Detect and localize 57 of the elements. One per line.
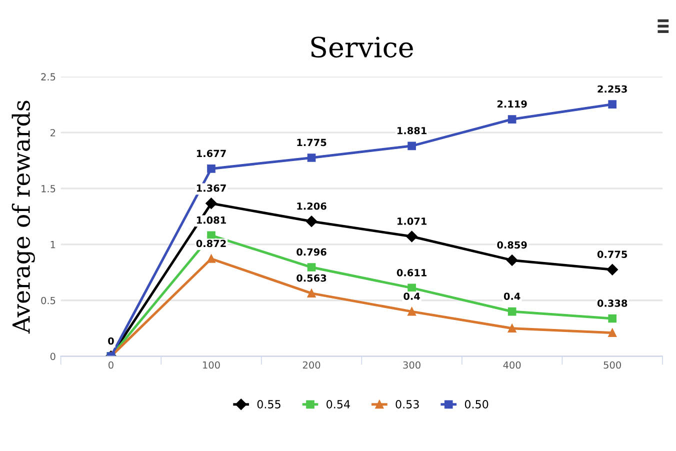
point <box>508 324 516 332</box>
x-tick-label: 0 <box>108 361 114 369</box>
y-tick-label: 2 <box>50 129 56 136</box>
data-label: 0.859 <box>497 241 527 249</box>
x-tick-label: 500 <box>604 361 621 369</box>
data-label: 0.611 <box>396 268 427 276</box>
data-label: 1.081 <box>196 216 226 224</box>
data-label: 1.071 <box>398 218 427 225</box>
point <box>307 154 316 162</box>
point <box>608 328 617 337</box>
chart-title: Service <box>311 36 413 58</box>
data-label: 1.677 <box>196 150 226 158</box>
data-label: 0.338 <box>597 300 628 307</box>
point <box>608 100 617 108</box>
point <box>207 164 216 173</box>
legend-label: 0.55 <box>257 400 280 408</box>
data-label: 0.796 <box>296 248 326 256</box>
data-label: 1.206 <box>297 202 326 210</box>
legend-label: 0.54 <box>326 400 350 408</box>
data-label: 2.119 <box>497 100 527 108</box>
data-label: 0.775 <box>597 250 628 258</box>
data-label: 1.775 <box>297 138 326 146</box>
x-tick-label: 400 <box>503 361 521 369</box>
y-tick-label: 1 <box>50 241 56 248</box>
data-label: 0.872 <box>196 240 226 248</box>
point <box>406 230 418 242</box>
data-label: 0.563 <box>296 274 326 282</box>
point <box>408 307 416 316</box>
data-label: 2.253 <box>598 85 627 93</box>
x-tick-label: 300 <box>403 361 420 369</box>
point <box>408 142 416 150</box>
legend-label: 0.53 <box>396 400 419 408</box>
y-tick-label: 1.5 <box>42 185 56 192</box>
point <box>508 115 516 124</box>
y-tick-label: 0 <box>50 352 56 360</box>
point <box>307 263 316 272</box>
data-label: 1.367 <box>196 184 226 192</box>
x-tick-label: 200 <box>302 361 320 369</box>
point <box>207 254 216 263</box>
legend-label: 0.50 <box>464 400 488 408</box>
y-tick-label: 2.5 <box>41 73 56 80</box>
data-label: 0 <box>108 337 114 345</box>
point <box>307 289 316 298</box>
data-label: 0.4 <box>404 292 420 300</box>
data-label: 1.881 <box>398 126 427 134</box>
point <box>306 216 318 228</box>
point <box>408 284 416 292</box>
point <box>506 254 518 266</box>
x-tick-label: 100 <box>203 361 220 369</box>
point <box>508 307 516 316</box>
point <box>207 231 216 240</box>
data-label: 0.4 <box>504 292 520 300</box>
y-tick-label: 0.5 <box>41 296 56 304</box>
y-axis-title: Average of rewards <box>12 100 35 334</box>
point <box>608 314 617 323</box>
point <box>206 198 217 209</box>
point <box>606 264 618 276</box>
